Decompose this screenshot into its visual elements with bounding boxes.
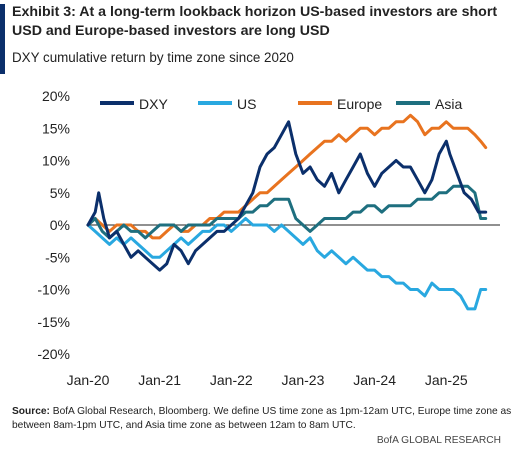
x-axis-ticks: Jan-20 Jan-21 Jan-22 Jan-23 Jan-24 Jan-25	[67, 372, 468, 388]
y-tick-label: -10%	[37, 282, 70, 298]
legend-label-asia: Asia	[435, 96, 462, 112]
chart-subtitle: DXY cumulative return by time zone since…	[12, 50, 294, 65]
legend: DXY US Europe Asia	[100, 96, 462, 112]
legend-label-dxy: DXY	[139, 96, 168, 112]
y-tick-label: -15%	[37, 314, 70, 330]
source-label: Source:	[12, 406, 50, 417]
series-line-dxy	[86, 120, 488, 272]
x-tick-label: Jan-20	[67, 372, 110, 388]
series-line-europe	[86, 113, 488, 240]
x-tick-label: Jan-24	[353, 372, 396, 388]
y-tick-label: 15%	[42, 120, 70, 136]
x-tick-label: Jan-21	[138, 372, 181, 388]
y-tick-label: -5%	[45, 249, 70, 265]
y-axis-ticks: 20% 15% 10% 5% 0% -5% -10% -15% -20%	[37, 88, 70, 362]
x-tick-label: Jan-25	[425, 372, 468, 388]
series-line-us	[86, 217, 488, 311]
legend-label-us: US	[237, 96, 256, 112]
credit: BofA GLOBAL RESEARCH	[376, 435, 501, 446]
line-chart: 20%15%10%5%0%-5%-10%-15%-20% Jan-20 Jan-2…	[37, 88, 500, 388]
x-tick-label: Jan-23	[282, 372, 325, 388]
series-lines	[86, 113, 488, 311]
y-tick-label: 20%	[42, 88, 70, 104]
footnote: Source: BofA Global Research, Bloomberg.…	[12, 405, 512, 432]
y-tick-label: -20%	[37, 346, 70, 362]
x-tick-label: Jan-22	[210, 372, 253, 388]
source-text: BofA Global Research, Bloomberg. We defi…	[12, 406, 512, 431]
legend-label-europe: Europe	[337, 96, 382, 112]
y-tick-label: 5%	[50, 185, 70, 201]
title-accent-bar	[0, 4, 5, 74]
y-tick-label: 0%	[50, 217, 70, 233]
chart-title: Exhibit 3: At a long-term lookback horiz…	[12, 4, 498, 39]
y-tick-label: 10%	[42, 153, 70, 169]
series-line-asia	[86, 184, 488, 240]
